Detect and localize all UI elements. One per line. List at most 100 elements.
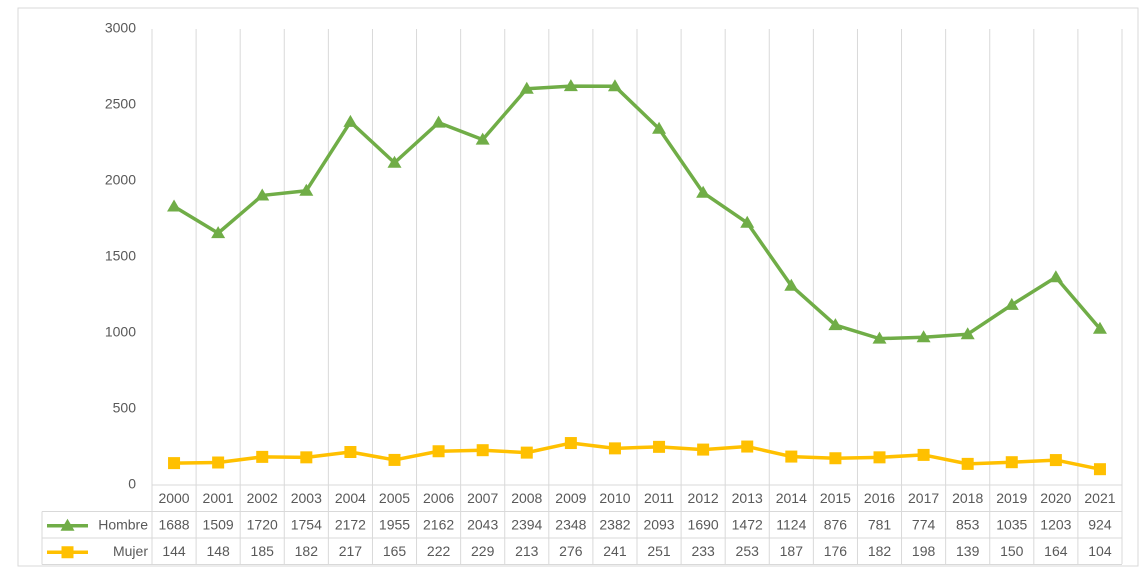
x-tick-label: 2015 <box>820 490 851 506</box>
x-tick-label: 2017 <box>908 490 939 506</box>
table-value: 276 <box>559 543 583 559</box>
x-tick-label: 2019 <box>996 490 1027 506</box>
marker <box>652 121 667 134</box>
table-value: 185 <box>251 543 275 559</box>
x-tick-label: 2000 <box>158 490 189 506</box>
table-value: 1124 <box>776 516 806 532</box>
table-value: 1754 <box>291 516 322 532</box>
table-value: 1035 <box>996 516 1027 532</box>
marker <box>256 450 269 463</box>
x-tick-label: 2009 <box>555 490 586 506</box>
marker <box>431 115 446 128</box>
legend-label: Mujer <box>113 543 148 559</box>
x-tick-label: 2008 <box>511 490 542 506</box>
y-tick-label: 2500 <box>105 96 136 112</box>
table-value: 148 <box>206 543 230 559</box>
table-value: 253 <box>736 543 760 559</box>
marker <box>476 444 489 457</box>
x-tick-label: 2001 <box>203 490 234 506</box>
table-value: 924 <box>1088 516 1112 532</box>
marker <box>1093 463 1106 476</box>
marker <box>1048 270 1063 283</box>
y-tick-label: 2000 <box>105 172 136 188</box>
marker <box>960 327 975 340</box>
x-tick-label: 2013 <box>732 490 763 506</box>
legend-marker <box>61 546 74 559</box>
table-value: 182 <box>295 543 319 559</box>
y-tick-label: 1500 <box>105 248 136 264</box>
marker <box>167 199 182 212</box>
marker <box>388 453 401 466</box>
table-value: 853 <box>956 516 980 532</box>
marker <box>608 442 621 455</box>
table-value: 2348 <box>555 516 586 532</box>
table-value: 251 <box>647 543 671 559</box>
table-value: 876 <box>824 516 848 532</box>
table-value: 241 <box>603 543 627 559</box>
marker <box>432 445 445 458</box>
table-value: 144 <box>162 543 186 559</box>
table-value: 150 <box>1000 543 1024 559</box>
table-value: 1720 <box>247 516 278 532</box>
line <box>174 441 1101 471</box>
x-tick-label: 2014 <box>776 490 807 506</box>
marker <box>343 114 358 127</box>
table-value: 213 <box>515 543 539 559</box>
y-tick-label: 3000 <box>105 20 136 36</box>
marker <box>872 331 887 344</box>
x-tick-label: 2003 <box>291 490 322 506</box>
marker <box>697 443 710 456</box>
marker <box>916 330 931 343</box>
x-tick-label: 2002 <box>247 490 278 506</box>
marker <box>785 450 798 463</box>
x-tick-label: 2011 <box>644 490 674 506</box>
y-tick-label: 500 <box>113 400 137 416</box>
marker <box>1049 454 1062 467</box>
table-value: 233 <box>691 543 715 559</box>
marker <box>212 456 225 469</box>
table-value: 229 <box>471 543 495 559</box>
marker <box>607 79 622 92</box>
table-value: 104 <box>1088 543 1112 559</box>
chart-border <box>17 7 1139 567</box>
marker <box>1005 456 1018 469</box>
table-value: 182 <box>868 543 892 559</box>
y-tick-label: 1000 <box>105 324 136 340</box>
legend-marker <box>60 518 75 531</box>
marker <box>563 79 578 92</box>
table-value: 2394 <box>511 516 542 532</box>
marker <box>168 457 181 470</box>
table-value: 1509 <box>203 516 234 532</box>
table-value: 781 <box>868 516 892 532</box>
marker <box>784 278 799 291</box>
table-value: 187 <box>780 543 804 559</box>
marker <box>475 132 490 145</box>
table-value: 1472 <box>732 516 763 532</box>
marker <box>653 440 666 453</box>
marker <box>387 155 402 168</box>
legend-label: Hombre <box>98 516 148 532</box>
table-value: 1690 <box>688 516 719 532</box>
x-tick-label: 2005 <box>379 490 410 506</box>
table-value: 774 <box>912 516 936 532</box>
table-value: 222 <box>427 543 451 559</box>
table-value: 217 <box>339 543 363 559</box>
marker <box>829 452 842 465</box>
marker <box>917 448 930 461</box>
marker <box>564 437 577 450</box>
x-tick-label: 2007 <box>467 490 498 506</box>
table-value: 198 <box>912 543 936 559</box>
marker <box>828 318 843 331</box>
table-value: 1955 <box>379 516 410 532</box>
table-value: 1203 <box>1040 516 1071 532</box>
line <box>173 84 1102 341</box>
marker <box>211 226 226 239</box>
marker <box>344 446 357 459</box>
x-tick-label: 2020 <box>1040 490 1071 506</box>
marker <box>299 183 314 196</box>
table-value: 176 <box>824 543 848 559</box>
marker <box>519 81 534 94</box>
table-value: 165 <box>383 543 407 559</box>
